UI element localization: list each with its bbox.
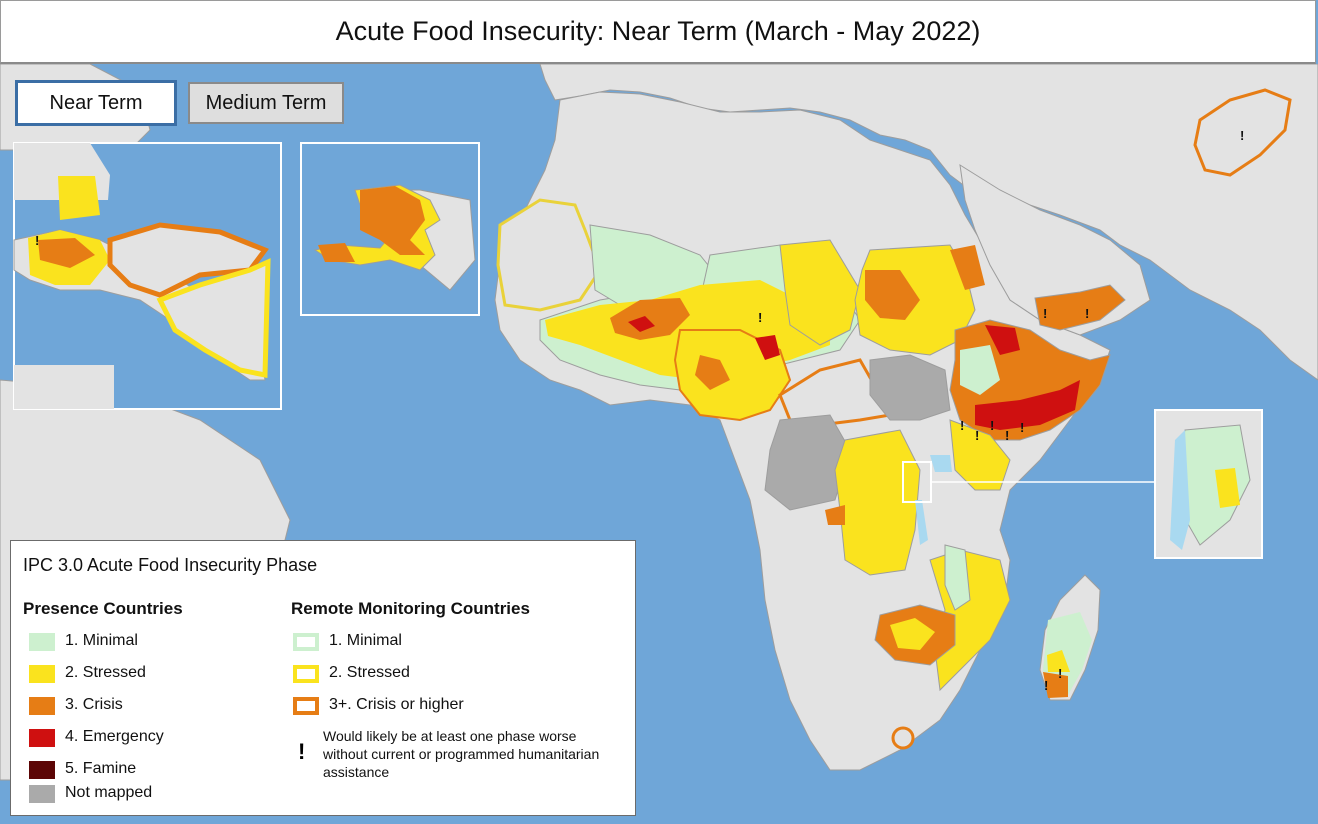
region-chad-stressed — [779, 239, 861, 346]
region-madagascar-crisis — [1043, 672, 1068, 698]
region-madagascar-stressed — [1047, 650, 1070, 672]
label-presence-minimal: 1. Minimal — [65, 632, 138, 649]
label-not-mapped: Not mapped — [65, 784, 153, 801]
lake-victoria — [930, 455, 952, 472]
swatch-presence-crisis — [29, 697, 55, 715]
label-remote-crisis: 3+. Crisis or higher — [329, 696, 464, 713]
label-presence-stressed: 2. Stressed — [65, 664, 146, 681]
region-drc — [834, 429, 921, 576]
region-ethiopia-stressed — [960, 345, 1000, 395]
swatch-presence-emergency — [29, 729, 55, 747]
inset-haiti-crisis — [360, 186, 425, 255]
svg-text:!: ! — [1085, 306, 1089, 321]
assistance-icon: ! — [298, 739, 306, 764]
svg-text:!: ! — [1020, 420, 1024, 435]
map-title: Acute Food Insecurity: Near Term (March … — [335, 16, 981, 46]
legend-title: IPC 3.0 Acute Food Insecurity Phase — [23, 555, 318, 575]
swatch-not-mapped — [29, 785, 55, 803]
region-sudan-east-crisis — [950, 245, 985, 290]
svg-text:!: ! — [990, 418, 994, 433]
inset-nicaragua-outline — [156, 258, 271, 379]
region-lakechad-crisis — [755, 335, 780, 360]
map-title-bar: Acute Food Insecurity: Near Term (March … — [0, 0, 1316, 64]
region-kenya — [949, 419, 1011, 491]
legend-presence-heading: Presence Countries — [23, 599, 183, 618]
swatch-presence-minimal — [29, 633, 55, 651]
label-presence-famine: 5. Famine — [65, 760, 137, 777]
inset-uganda — [1154, 409, 1263, 559]
tab-medium-term[interactable]: Medium Term — [188, 82, 344, 124]
region-malawi — [944, 544, 971, 611]
region-mauritania — [496, 198, 602, 312]
assistance-note: Would likely be at least one phase worse… — [323, 728, 600, 780]
assistance-markers: ! ! ! ! ! ! ! ! ! ! ! — [758, 128, 1244, 693]
label-presence-crisis: 3. Crisis — [65, 696, 123, 713]
swatch-remote-minimal — [293, 633, 319, 651]
label-presence-emergency: 4. Emergency — [65, 728, 164, 745]
region-lesotho — [891, 726, 915, 750]
inset-honduras-outline — [107, 222, 269, 298]
lake-tanganyika — [915, 500, 928, 545]
swatch-presence-famine — [29, 761, 55, 779]
region-ethiopia-north-emergency — [985, 325, 1020, 355]
tab-near-term[interactable]: Near Term — [15, 80, 177, 126]
inset-central-america: ! — [13, 142, 282, 410]
region-nigeria-crisis — [695, 355, 730, 390]
label-remote-minimal: 1. Minimal — [329, 632, 402, 649]
svg-text:!: ! — [975, 428, 979, 443]
swatch-remote-crisis — [293, 697, 319, 715]
region-drc-notmapped — [764, 414, 851, 511]
region-south-sudan — [869, 354, 951, 421]
region-sudan-crisis — [865, 270, 920, 320]
svg-text:!: ! — [960, 418, 964, 433]
svg-text:!: ! — [35, 233, 39, 248]
region-yemen — [1034, 284, 1126, 331]
region-drc-crisis — [825, 505, 845, 525]
inset-haiti — [300, 142, 480, 316]
svg-text:!: ! — [758, 310, 762, 325]
inset-guatemala-crisis — [38, 238, 95, 268]
swatch-remote-stressed — [293, 665, 319, 683]
label-remote-stressed: 2. Stressed — [329, 664, 410, 681]
region-zimbabwe-stressed — [890, 618, 935, 650]
svg-text:!: ! — [1058, 666, 1062, 681]
svg-text:!: ! — [1240, 128, 1244, 143]
svg-text:!: ! — [1043, 306, 1047, 321]
svg-text:!: ! — [1005, 428, 1009, 443]
svg-text:!: ! — [1044, 678, 1048, 693]
region-afghanistan — [1193, 88, 1292, 177]
region-horn-emergency — [975, 380, 1080, 430]
inset-guatemala-north — [58, 176, 100, 220]
region-burkina-crisis — [610, 298, 690, 340]
swatch-presence-stressed — [29, 665, 55, 683]
legend-remote-heading: Remote Monitoring Countries — [291, 599, 530, 618]
region-burkina-emergency — [628, 316, 655, 332]
legend-panel: IPC 3.0 Acute Food Insecurity Phase Pres… — [10, 540, 636, 816]
